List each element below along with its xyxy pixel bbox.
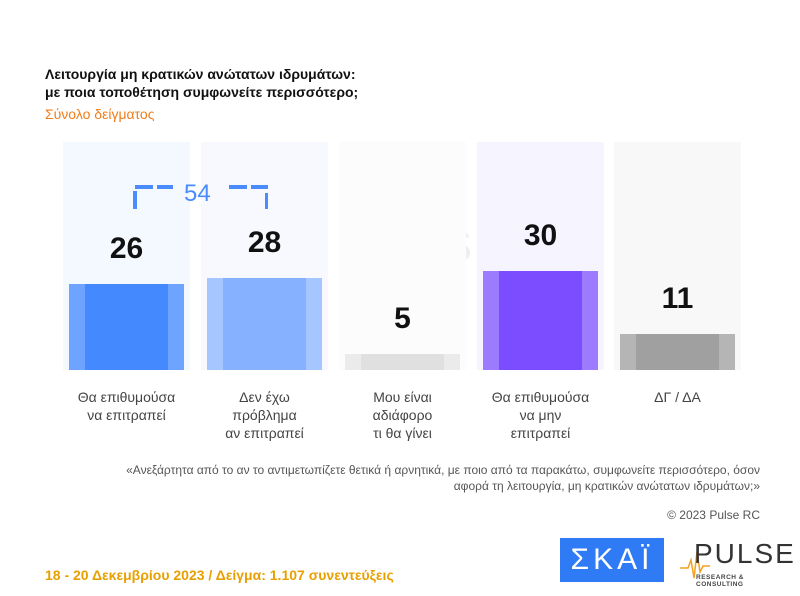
category-label: Μου είναι αδιάφορο τι θα γίνει xyxy=(372,389,433,441)
bar xyxy=(345,353,460,370)
bar xyxy=(207,277,322,370)
column-background xyxy=(614,142,741,370)
bar xyxy=(620,333,735,370)
question-text: «Ανεξάρτητα από το αν το αντιμετωπίζετε … xyxy=(126,463,760,493)
chart-subtitle: Σύνολο δείγματος xyxy=(45,106,155,122)
data-label: 28 xyxy=(247,225,282,259)
bar xyxy=(483,271,598,370)
bracket-value: 54 xyxy=(184,180,211,207)
data-label: 26 xyxy=(109,232,144,266)
category-label: ΔΓ / ΔΑ xyxy=(654,389,701,405)
skai-logo: ΣΚΑΪ xyxy=(560,538,664,582)
bar xyxy=(69,284,184,370)
data-label: 5 xyxy=(394,301,411,335)
pulse-logo-text: PULSE xyxy=(694,538,796,569)
bracket-54 xyxy=(133,185,268,209)
category-label: Δεν έχω πρόβλημα αν επιτραπεί xyxy=(225,389,304,441)
pulse-wave-icon xyxy=(680,551,710,579)
category-label: Θα επιθυμούσα να επιτραπεί xyxy=(77,389,176,423)
data-label: 11 xyxy=(661,281,694,315)
copyright: © 2023 Pulse RC xyxy=(667,508,760,522)
data-label: 30 xyxy=(523,219,558,252)
pulse-logo: PULSE RESEARCH & CONSULTING xyxy=(680,538,794,588)
chart-title-line1: Λειτουργία μη κρατικών ανώτατων ιδρυμάτω… xyxy=(45,66,356,82)
chart-title-line2: με ποια τοποθέτηση συμφωνείτε περισσότερ… xyxy=(45,84,359,100)
pulse-logo-subtext: RESEARCH & CONSULTING xyxy=(696,574,744,588)
column-background xyxy=(339,142,466,370)
category-label: Θα επιθυμούσα να μην επιτραπεί xyxy=(491,389,590,441)
footer-info: 18 - 20 Δεκεμβρίου 2023 / Δείγμα: 1.107 … xyxy=(45,567,394,583)
